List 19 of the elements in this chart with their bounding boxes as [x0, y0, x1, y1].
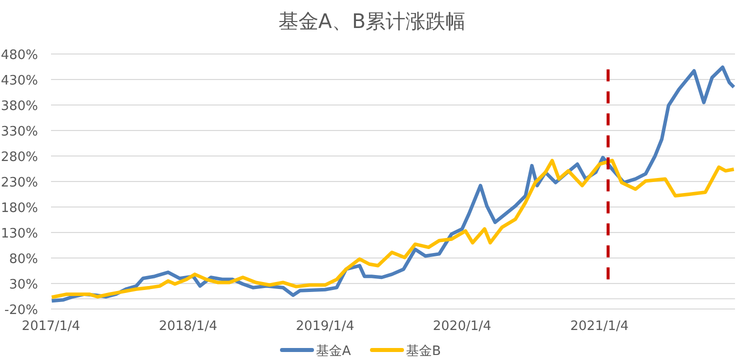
- y-tick-label: 30%: [9, 278, 38, 292]
- x-tick-label: 2021/1/4: [570, 319, 629, 334]
- y-tick-label: 180%: [0, 201, 38, 216]
- legend-label: 基金A: [316, 344, 351, 359]
- x-tick-label: 2018/1/4: [158, 319, 218, 334]
- y-tick-label: 430%: [0, 74, 38, 88]
- y-tick-label: 230%: [0, 176, 38, 190]
- y-tick-label: 330%: [0, 124, 38, 140]
- y-tick-label: 80%: [9, 252, 38, 267]
- legend-label: 基金B: [406, 344, 441, 359]
- chart-title: 基金A、B累计涨跌幅: [278, 9, 466, 33]
- y-tick-label: -20%: [4, 303, 38, 318]
- y-tick-label: 380%: [0, 99, 38, 114]
- y-tick-label: 130%: [0, 226, 38, 242]
- y-tick-label: 280%: [0, 150, 38, 165]
- x-tick-label: 2019/1/4: [296, 319, 354, 334]
- x-tick-label: 2020/1/4: [432, 319, 492, 334]
- x-tick-label: 2017/1/4: [22, 319, 80, 334]
- y-tick-label: 480%: [0, 48, 38, 63]
